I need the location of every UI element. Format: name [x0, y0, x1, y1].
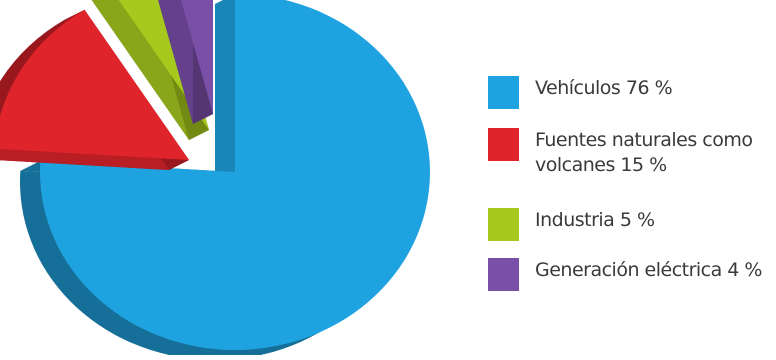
legend-label-industria: Industria 5 %	[535, 209, 655, 231]
pie-chart-area	[0, 0, 430, 360]
pie-slice-edge-start-vehiculos	[215, 0, 235, 182]
legend-item-fuentes-naturales: Fuentes naturales como volcanes 15 %	[488, 128, 770, 178]
pie-slice-vehiculos	[19, 0, 430, 360]
legend-label-vehiculos: Vehículos 76 %	[535, 77, 673, 99]
pie-chart	[0, 0, 430, 360]
pie-slice-generacion-electrica	[158, 0, 213, 124]
pie-slice-face-vehiculos	[40, 0, 430, 350]
pie-slice-face-generacion-electrica	[180, 0, 213, 114]
legend-swatch-fuentes-naturales	[488, 128, 519, 161]
legend-swatch-generacion-electrica	[488, 258, 519, 291]
pie-slice-face-fuentes-naturales	[0, 9, 189, 160]
legend-item-vehiculos: Vehículos 76 %	[488, 76, 775, 109]
legend-label-generacion-electrica: Generación eléctrica 4 %	[535, 259, 762, 281]
pie-slice-fuentes-naturales	[0, 9, 189, 171]
legend-label-fuentes-naturales: Fuentes naturales como volcanes 15 %	[535, 129, 753, 176]
legend-swatch-industria	[488, 208, 519, 241]
legend-item-industria: Industria 5 %	[488, 208, 775, 241]
legend-item-generacion-electrica: Generación eléctrica 4 %	[488, 258, 775, 291]
legend-swatch-vehiculos	[488, 76, 519, 109]
pie-slice-edge-start-fuentes-naturales	[0, 149, 189, 170]
